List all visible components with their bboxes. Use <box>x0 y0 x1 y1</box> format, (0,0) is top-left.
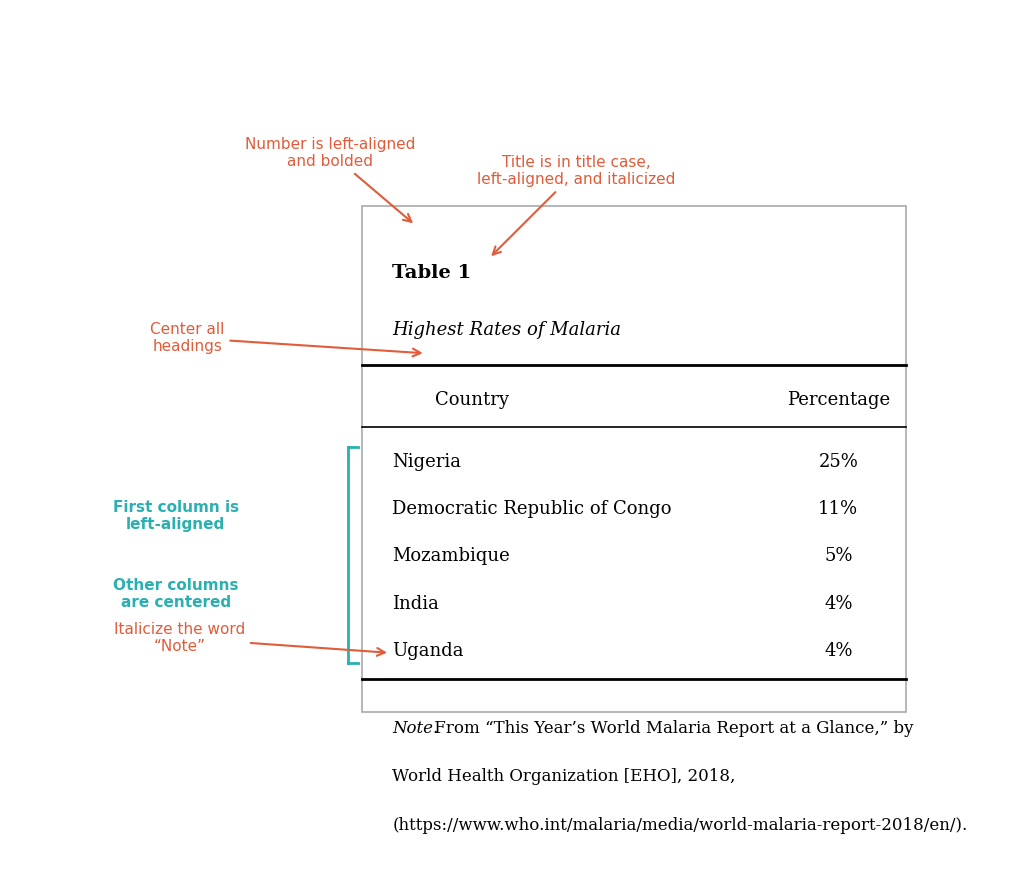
Text: 5%: 5% <box>824 548 853 565</box>
Text: 4%: 4% <box>824 595 853 612</box>
Text: Other columns
are centered: Other columns are centered <box>113 578 239 611</box>
Text: First column is
left-aligned: First column is left-aligned <box>113 499 239 532</box>
Text: 11%: 11% <box>818 500 858 519</box>
Text: Country: Country <box>434 391 509 409</box>
Text: Democratic Republic of Congo: Democratic Republic of Congo <box>392 500 672 519</box>
Text: 4%: 4% <box>824 642 853 660</box>
Bar <box>362 207 906 712</box>
Text: Nigeria: Nigeria <box>392 453 461 471</box>
Text: Highest Rates of Malaria: Highest Rates of Malaria <box>392 321 622 339</box>
Text: Uganda: Uganda <box>392 642 464 660</box>
Text: (https://www.who.int/malaria/media/world-malaria-report-2018/en/).: (https://www.who.int/malaria/media/world… <box>392 816 968 834</box>
Text: World Health Organization [EHO], 2018,: World Health Organization [EHO], 2018, <box>392 768 735 785</box>
Text: Center all
headings: Center all headings <box>151 321 421 357</box>
Text: Note.: Note. <box>392 719 438 737</box>
Text: Italicize the word
“Note”: Italicize the word “Note” <box>114 622 385 656</box>
Text: From “This Year’s World Malaria Report at a Glance,” by: From “This Year’s World Malaria Report a… <box>429 719 913 737</box>
Text: Mozambique: Mozambique <box>392 548 510 565</box>
Text: Percentage: Percentage <box>786 391 890 409</box>
Text: Table 1: Table 1 <box>392 264 471 281</box>
Text: Title is in title case,
left-aligned, and italicized: Title is in title case, left-aligned, an… <box>477 155 676 255</box>
Text: India: India <box>392 595 439 612</box>
Text: 25%: 25% <box>818 453 858 471</box>
Text: Number is left-aligned
and bolded: Number is left-aligned and bolded <box>245 137 416 222</box>
